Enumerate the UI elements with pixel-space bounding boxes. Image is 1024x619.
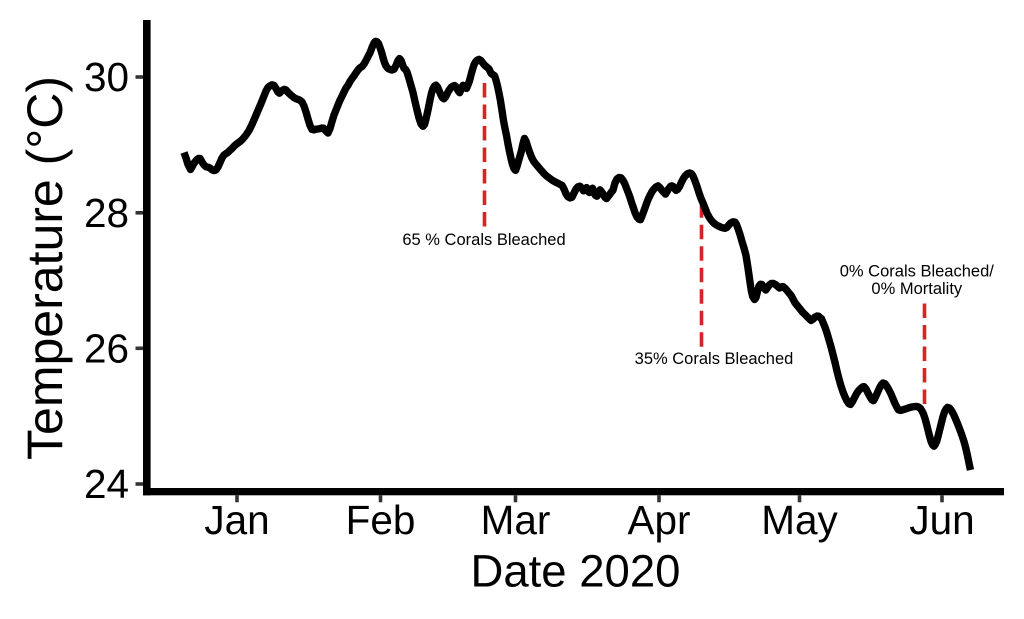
svg-text:Mar: Mar [481,497,551,543]
svg-text:28: 28 [84,190,129,236]
svg-text:30: 30 [84,54,129,100]
svg-text:0% Mortality: 0% Mortality [871,280,963,298]
svg-text:26: 26 [84,325,129,371]
svg-text:35% Corals Bleached: 35% Corals Bleached [635,350,794,368]
svg-text:0% Corals Bleached/: 0% Corals Bleached/ [840,263,994,281]
svg-text:Apr: Apr [627,497,690,543]
svg-text:Temperature (°C): Temperature (°C) [17,76,73,460]
svg-text:Date 2020: Date 2020 [471,546,681,597]
svg-text:May: May [761,497,838,543]
svg-text:Feb: Feb [346,497,416,543]
svg-text:Jan: Jan [204,497,269,543]
svg-text:65 % Corals Bleached: 65 % Corals Bleached [402,231,565,249]
svg-text:Jun: Jun [909,497,974,543]
svg-text:24: 24 [84,461,129,507]
